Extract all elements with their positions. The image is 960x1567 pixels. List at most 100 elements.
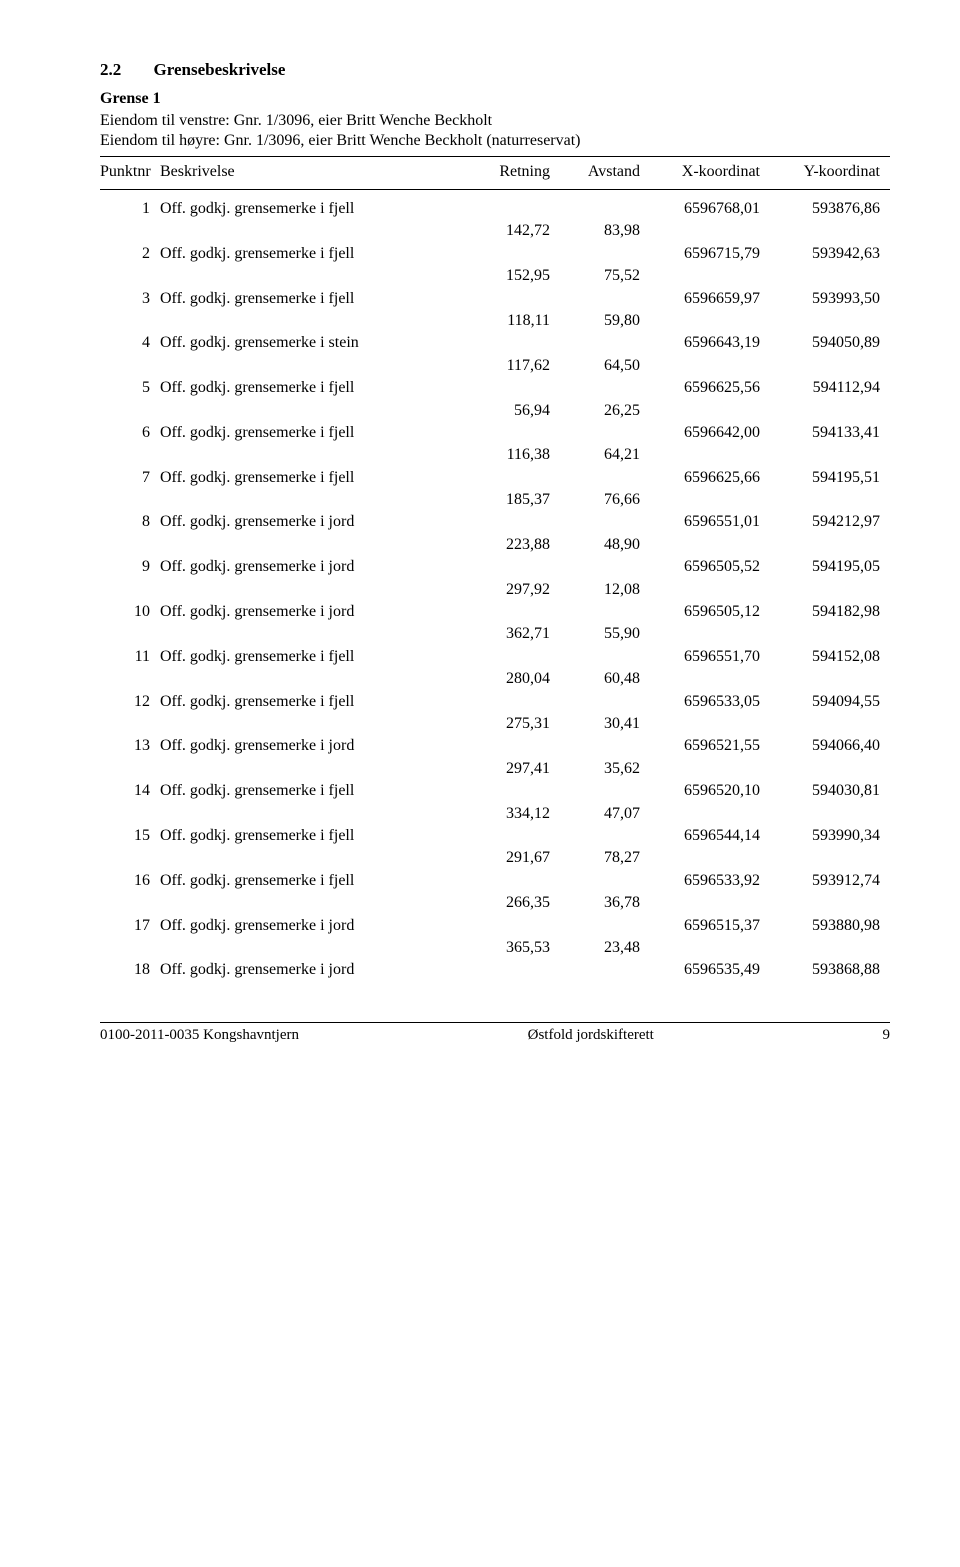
cell-avstand: 48,90 (550, 534, 640, 556)
cell-beskrivelse: Off. godkj. grensemerke i fjell (160, 780, 460, 802)
section-number: 2.2 (100, 60, 121, 80)
cell-empty (760, 444, 880, 466)
cell-x: 6596659,97 (640, 288, 760, 310)
table-row-heading-avstand: 291,6778,27 (100, 847, 890, 869)
cell-beskrivelse: Off. godkj. grensemerke i jord (160, 915, 460, 937)
table-row-heading-avstand: 117,6264,50 (100, 355, 890, 377)
divider (100, 189, 890, 190)
cell-empty (640, 803, 760, 825)
cell-avstand: 55,90 (550, 623, 640, 645)
cell-retning: 266,35 (460, 892, 550, 914)
cell-punktnr: 5 (100, 377, 160, 399)
cell-empty (760, 220, 880, 242)
cell-avstand: 35,62 (550, 758, 640, 780)
cell-beskrivelse: Off. godkj. grensemerke i jord (160, 601, 460, 623)
cell-empty (550, 288, 640, 310)
col-header-y: Y-koordinat (760, 163, 880, 181)
cell-punktnr: 1 (100, 198, 160, 220)
cell-empty (760, 623, 880, 645)
cell-punktnr: 13 (100, 735, 160, 757)
cell-empty (760, 534, 880, 556)
cell-retning: 365,53 (460, 937, 550, 959)
cell-empty (640, 847, 760, 869)
cell-avstand: 60,48 (550, 668, 640, 690)
cell-empty (160, 713, 460, 735)
footer-center: Østfold jordskifterett (528, 1027, 654, 1044)
cell-empty (160, 803, 460, 825)
table-row: 7Off. godkj. grensemerke i fjell6596625,… (100, 467, 890, 489)
cell-empty (550, 198, 640, 220)
cell-retning: 275,31 (460, 713, 550, 735)
cell-empty (550, 422, 640, 444)
cell-y: 593993,50 (760, 288, 880, 310)
cell-empty (460, 870, 550, 892)
cell-empty (760, 668, 880, 690)
cell-x: 6596642,00 (640, 422, 760, 444)
cell-empty (640, 220, 760, 242)
cell-empty (640, 713, 760, 735)
cell-retning: 291,67 (460, 847, 550, 869)
cell-empty (550, 377, 640, 399)
cell-y: 594066,40 (760, 735, 880, 757)
table-row-heading-avstand: 223,8848,90 (100, 534, 890, 556)
cell-x: 6596551,01 (640, 511, 760, 533)
table-row-heading-avstand: 280,0460,48 (100, 668, 890, 690)
cell-empty (640, 489, 760, 511)
cell-x: 6596544,14 (640, 825, 760, 847)
cell-empty (550, 243, 640, 265)
cell-y: 593868,88 (760, 959, 880, 981)
cell-empty (550, 870, 640, 892)
table-row: 15Off. godkj. grensemerke i fjell6596544… (100, 825, 890, 847)
table-row: 5Off. godkj. grensemerke i fjell6596625,… (100, 377, 890, 399)
cell-punktnr: 16 (100, 870, 160, 892)
cell-retning: 142,72 (460, 220, 550, 242)
cell-beskrivelse: Off. godkj. grensemerke i fjell (160, 870, 460, 892)
cell-empty (640, 668, 760, 690)
cell-empty (460, 691, 550, 713)
cell-empty (550, 467, 640, 489)
cell-y: 594195,05 (760, 556, 880, 578)
cell-retning: 334,12 (460, 803, 550, 825)
cell-empty (640, 444, 760, 466)
cell-retning: 223,88 (460, 534, 550, 556)
table-header: Punktnr Beskrivelse Retning Avstand X-ko… (100, 161, 890, 183)
cell-empty (100, 579, 160, 601)
cell-empty (100, 937, 160, 959)
cell-empty (460, 825, 550, 847)
footer-right: 9 (882, 1027, 890, 1044)
cell-beskrivelse: Off. godkj. grensemerke i jord (160, 959, 460, 981)
cell-retning: 297,41 (460, 758, 550, 780)
cell-beskrivelse: Off. godkj. grensemerke i fjell (160, 198, 460, 220)
cell-empty (760, 400, 880, 422)
cell-empty (760, 265, 880, 287)
cell-beskrivelse: Off. godkj. grensemerke i jord (160, 556, 460, 578)
cell-x: 6596505,52 (640, 556, 760, 578)
cell-beskrivelse: Off. godkj. grensemerke i fjell (160, 288, 460, 310)
cell-empty (640, 400, 760, 422)
cell-empty (550, 646, 640, 668)
page-footer: 0100-2011-0035 Kongshavntjern Østfold jo… (100, 1022, 890, 1044)
cell-empty (160, 489, 460, 511)
cell-avstand: 59,80 (550, 310, 640, 332)
cell-empty (760, 489, 880, 511)
cell-retning: 117,62 (460, 355, 550, 377)
cell-empty (460, 332, 550, 354)
cell-empty (550, 691, 640, 713)
table-row: 4Off. godkj. grensemerke i stein6596643,… (100, 332, 890, 354)
cell-empty (160, 579, 460, 601)
cell-beskrivelse: Off. godkj. grensemerke i fjell (160, 243, 460, 265)
table-row: 10Off. godkj. grensemerke i jord6596505,… (100, 601, 890, 623)
cell-y: 593942,63 (760, 243, 880, 265)
col-header-x: X-koordinat (640, 163, 760, 181)
cell-empty (550, 780, 640, 802)
cell-empty (460, 422, 550, 444)
cell-empty (550, 959, 640, 981)
cell-avstand: 30,41 (550, 713, 640, 735)
cell-empty (160, 847, 460, 869)
cell-beskrivelse: Off. godkj. grensemerke i fjell (160, 691, 460, 713)
cell-empty (100, 400, 160, 422)
cell-empty (460, 467, 550, 489)
cell-punktnr: 7 (100, 467, 160, 489)
cell-avstand: 75,52 (550, 265, 640, 287)
col-header-beskrivelse: Beskrivelse (160, 163, 460, 181)
